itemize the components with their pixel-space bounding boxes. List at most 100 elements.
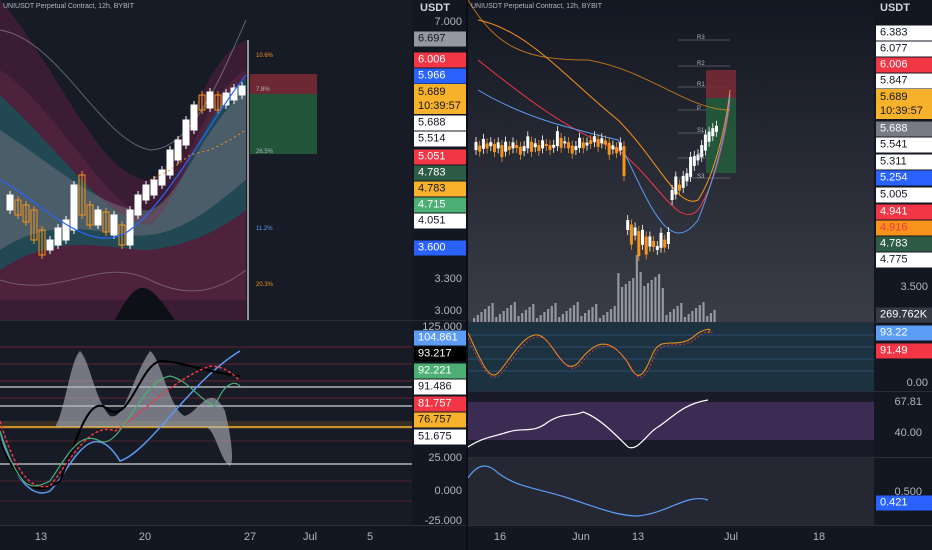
right-price-badge-value: 5.847: [880, 74, 908, 87]
left-pane-divider[interactable]: [0, 320, 466, 321]
left-time-tick: 27: [243, 531, 257, 543]
fib-label-1: 10.6%: [256, 53, 274, 59]
left-price-badge: 4.715: [414, 197, 472, 213]
candle-body: [703, 134, 707, 151]
short-profit-zone: [250, 94, 317, 154]
right-price-badge-value: 6.383: [880, 26, 908, 39]
right-divider-1[interactable]: [468, 322, 932, 323]
left-time-tick: 5: [366, 531, 374, 543]
right-stoch-badge: 93.22: [876, 325, 932, 341]
right-rsi-pane[interactable]: [468, 392, 874, 457]
volume-bar: [595, 304, 598, 322]
candle-body: [615, 147, 619, 154]
candle-body: [102, 211, 110, 233]
right-price-badge-value: 5.689: [880, 91, 908, 103]
volume-bar: [587, 310, 590, 322]
volume-bar: [491, 303, 494, 322]
candle-body: [86, 204, 94, 226]
plot-background: [468, 0, 874, 322]
candle-body: [533, 143, 537, 148]
right-price-pane[interactable]: UNIUSDT Perpetual Contract, 12h, BYBIT R…: [468, 0, 874, 322]
left-oscillator-pane[interactable]: [0, 321, 412, 525]
right-stoch-badge-value: 91.49: [880, 344, 908, 357]
candle-body: [670, 190, 674, 200]
volume-bar: [676, 306, 679, 322]
candle-body: [142, 184, 150, 201]
candle-body: [607, 142, 611, 155]
candle-body: [648, 236, 652, 247]
envelope-upper: [0, 19, 247, 151]
stoch-k: [468, 328, 711, 376]
right-chart-title: UNIUSDT Perpetual Contract, 12h, BYBIT: [471, 3, 602, 10]
right-third-badge-value: 0.421: [880, 496, 908, 509]
volume-bar: [480, 312, 483, 322]
bottom-shape: [115, 287, 175, 320]
right-price-badge-value: 6.006: [880, 58, 908, 71]
right-time-tick: Jul: [723, 531, 739, 543]
third-line: [468, 465, 709, 517]
candle-body: [633, 227, 637, 236]
right-stoch-plot[interactable]: [468, 323, 874, 391]
right-third-axis[interactable]: 0.500: [874, 458, 932, 525]
left-time-divider: [0, 525, 466, 526]
candle-body: [663, 239, 667, 248]
candle-body: [541, 140, 545, 149]
volume-bar: [646, 283, 650, 322]
volume-bar: [687, 314, 690, 322]
pivot-s1: S1: [697, 128, 705, 134]
left-price-badge-value: 5.966: [418, 69, 446, 82]
right-third-plot[interactable]: [468, 458, 874, 525]
left-price-badge-value: 5.689: [418, 86, 446, 98]
candle-body: [238, 85, 246, 96]
right-price-plot[interactable]: [468, 0, 874, 322]
volume-bar: [624, 284, 627, 322]
candle-body: [206, 91, 214, 109]
volume-bar: [617, 273, 620, 322]
volume-bar: [713, 310, 716, 322]
volume-bar: [635, 255, 638, 322]
left-price-badge-value: 5.688: [418, 116, 446, 129]
candle-body: [70, 184, 78, 231]
candle-body: [214, 94, 222, 111]
right-price-badge: 5.254: [876, 170, 932, 186]
candle-body: [126, 209, 134, 246]
candle-body: [552, 144, 556, 148]
candle-body: [481, 138, 485, 149]
candle-body: [174, 139, 182, 161]
right-divider-2[interactable]: [468, 391, 932, 392]
candle-body: [38, 229, 46, 256]
right-price-badge: 4.775: [876, 252, 932, 268]
osc-line-black: [0, 359, 241, 490]
left-price-badge-value: 4.051: [418, 214, 446, 227]
candle-body: [493, 143, 496, 152]
volume-bar: [550, 306, 553, 322]
left-price-badge: 5.051: [414, 149, 472, 165]
volume-bar: [524, 310, 527, 322]
volume-bar: [698, 305, 701, 322]
right-price-badge: 6.006: [876, 57, 932, 73]
left-price-tick: 7.000: [434, 16, 462, 28]
candle-body: [567, 142, 570, 149]
right-rsi-axis[interactable]: 67.81 40.00: [874, 392, 932, 457]
right-rsi-plot[interactable]: [468, 392, 874, 457]
right-third-pane[interactable]: [468, 458, 874, 525]
volume-bar: [580, 316, 583, 322]
right-time-axis[interactable]: 16 Jun 13 Jul 18: [468, 526, 932, 550]
volume-bar: [661, 288, 664, 322]
left-price-pane[interactable]: UNIUSDT Perpetual Contract, 12h, BYBIT 1…: [0, 0, 412, 320]
right-divider-3[interactable]: [468, 457, 932, 458]
right-stoch-pane[interactable]: [468, 323, 874, 391]
left-oscillator-plot[interactable]: [0, 321, 412, 525]
right-price-badge: 6.077: [876, 41, 932, 57]
candle-body: [666, 231, 670, 244]
chart-split-divider[interactable]: [466, 0, 468, 550]
volume-bar: [513, 302, 516, 322]
volume-bar: [473, 318, 476, 322]
volume-bar: [569, 308, 572, 322]
left-time-axis[interactable]: 13 20 27 Jul 5: [0, 526, 466, 550]
candle-body: [641, 229, 644, 245]
volume-bar: [643, 286, 646, 322]
left-osc-badge: 51.675: [414, 429, 472, 445]
left-price-plot[interactable]: [0, 0, 412, 320]
position-profit-zone: [706, 98, 736, 173]
